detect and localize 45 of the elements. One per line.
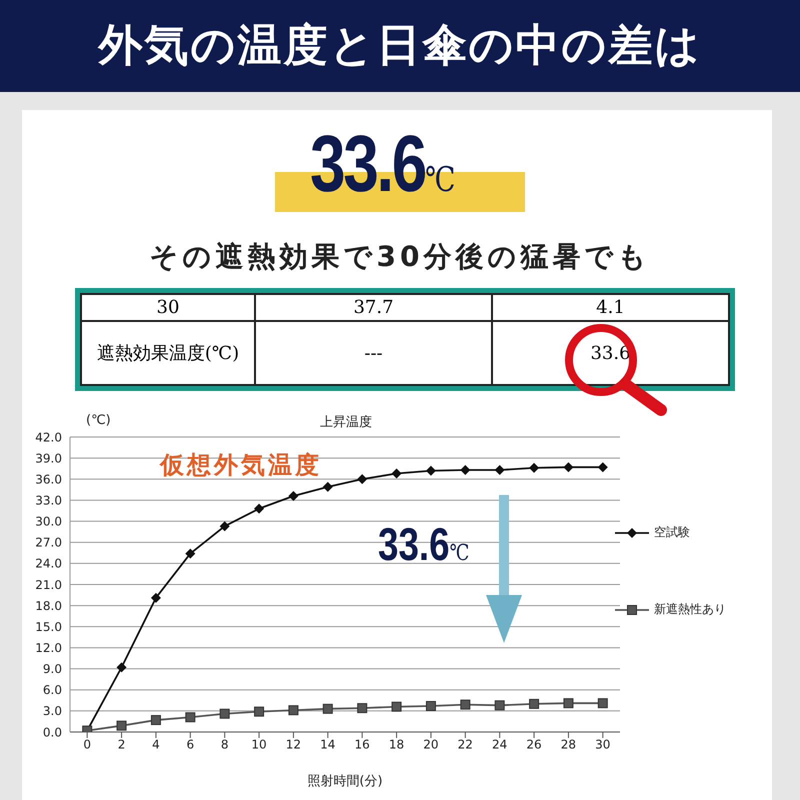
y-tick-label: 24.0 — [35, 556, 62, 571]
x-tick-label: 10 — [251, 738, 267, 752]
y-tick-label: 21.0 — [35, 578, 62, 592]
legend-label: 新遮熱性あり — [654, 601, 726, 618]
y-tick-label: 27.0 — [35, 536, 62, 550]
text: 37.7 — [255, 294, 492, 321]
x-tick-label: 26 — [526, 738, 542, 752]
text: その遮熱効果で30分後の猛暑でも — [148, 239, 652, 275]
x-tick-label: 18 — [388, 738, 404, 752]
y-tick-label: 0.0 — [42, 725, 62, 740]
y-axis-title: (℃) — [86, 413, 111, 428]
x-tick-label: 12 — [286, 738, 302, 752]
y-tick-label: 18.0 — [35, 598, 62, 613]
x-tick-label: 8 — [220, 738, 229, 752]
x-tick-label: 24 — [492, 738, 508, 752]
x-tick-label: 22 — [458, 738, 473, 752]
y-tick-label: 9.0 — [42, 662, 62, 676]
text: --- — [255, 321, 492, 385]
y-tick-label: 33.0 — [35, 493, 62, 508]
y-tick-label: 30.0 — [35, 514, 62, 529]
text: 30 — [81, 294, 255, 321]
annotation: 33.6℃ — [378, 517, 470, 571]
x-tick-label: 28 — [560, 738, 576, 752]
x-tick-label: 6 — [186, 738, 194, 752]
y-tick-label: 36.0 — [35, 472, 62, 486]
annotation: 仮想外気温度 — [160, 450, 322, 481]
x-axis-title: 照射時間(分) — [307, 774, 383, 789]
y-tick-label: 39.0 — [35, 451, 62, 466]
x-tick-label: 20 — [423, 738, 439, 752]
y-tick-label: 12.0 — [35, 640, 62, 655]
y-tick-label: 42.0 — [35, 430, 62, 444]
y-tick-label: 6.0 — [42, 683, 62, 698]
chart-subtitle: 外気の温度と日傘の中の差は — [0, 0, 800, 92]
chart-title: 上昇温度 — [320, 414, 372, 431]
y-tick-label: 3.0 — [42, 704, 62, 718]
legend-label: 空試験 — [654, 524, 690, 541]
x-tick-label: 16 — [354, 738, 370, 752]
x-tick-label: 30 — [595, 738, 610, 752]
x-tick-label: 0 — [83, 738, 92, 752]
text: 遮熱効果温度(℃) — [96, 342, 240, 365]
text: 4.1 — [492, 294, 729, 321]
x-tick-label: 4 — [152, 738, 160, 752]
x-tick-label: 14 — [320, 738, 336, 752]
x-tick-label: 2 — [118, 738, 126, 752]
y-tick-label: 15.0 — [35, 620, 62, 634]
